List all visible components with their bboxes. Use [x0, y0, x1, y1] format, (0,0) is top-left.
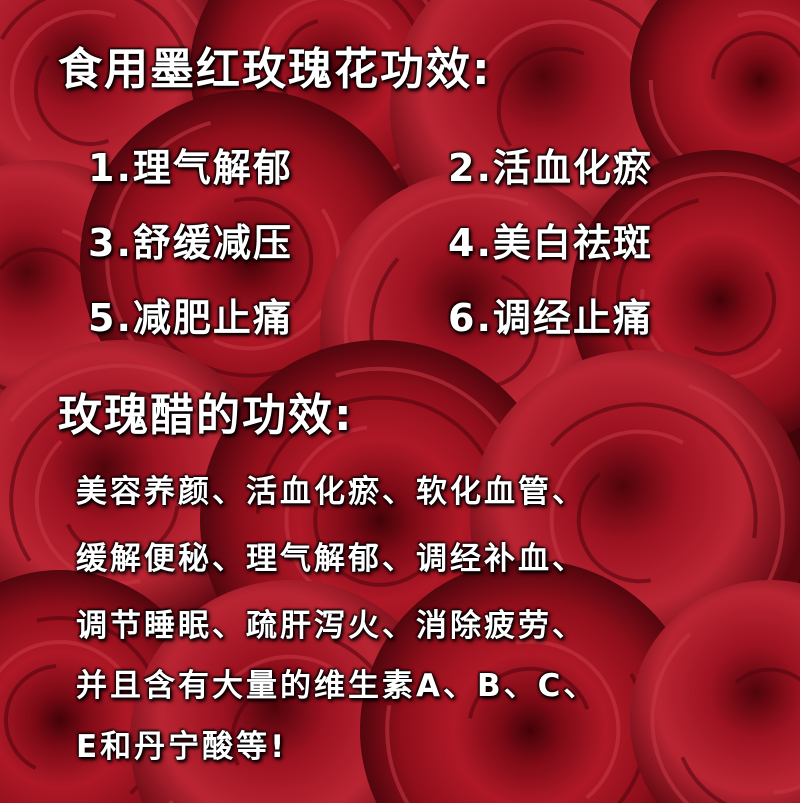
vinegar-line-1: 美容养颜、活血化瘀、软化血管、 [76, 474, 586, 510]
benefit-item-3: 3.舒缓减压 [88, 221, 293, 265]
benefit-item-2: 2.活血化瘀 [448, 146, 653, 190]
section2-title: 玫瑰醋的功效: [58, 390, 354, 441]
section1-title: 食用墨红玫瑰花功效: [58, 44, 492, 95]
benefit-item-4: 4.美白祛斑 [448, 221, 653, 265]
benefit-item-6: 6.调经止痛 [448, 296, 653, 340]
benefit-item-1: 1.理气解郁 [88, 146, 293, 190]
vinegar-line-5: E和丹宁酸等! [76, 729, 288, 765]
benefit-item-5: 5.减肥止痛 [88, 296, 293, 340]
vinegar-line-4: 并且含有大量的维生素A、B、C、 [76, 668, 598, 704]
vinegar-line-3: 调节睡眠、疏肝泻火、消除疲劳、 [76, 608, 586, 644]
vinegar-line-2: 缓解便秘、理气解郁、调经补血、 [76, 541, 586, 577]
